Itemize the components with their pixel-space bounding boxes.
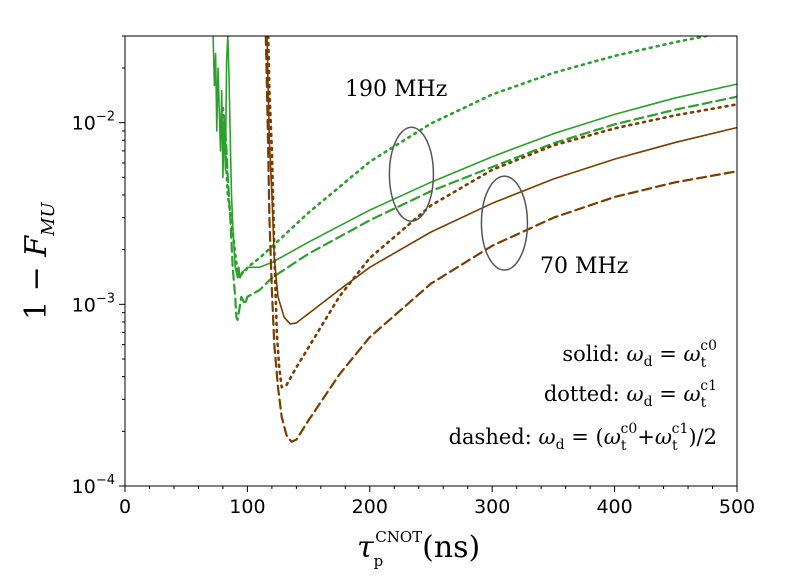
series-layer [212, 36, 737, 443]
y-tick-label: 10−4 [72, 473, 115, 498]
x-tick-label: 300 [474, 496, 510, 518]
x-tick-label: 0 [119, 496, 131, 518]
legend-dashed: dashed: ωd = (ωtc0+ωtc1)/2 [449, 421, 717, 454]
series-green-dotted [221, 36, 708, 280]
x-tick-label: 100 [229, 496, 265, 518]
x-tick-label: 500 [719, 496, 755, 518]
series-green-dashed [224, 95, 737, 322]
ellipse-190mhz [388, 126, 435, 223]
ellipse-70mhz [480, 175, 529, 271]
annotation-190mhz: 190 MHz [345, 77, 447, 102]
legend-solid: solid: ωd = ωtc0 [562, 338, 717, 371]
x-tick-label: 400 [596, 496, 632, 518]
y-tick-label: 10−3 [72, 291, 115, 316]
y-tick-label: 10−2 [72, 110, 115, 135]
series-brown-solid [266, 36, 737, 325]
x-axis-title: τpCNOT(ns) [357, 528, 480, 570]
ticks-layer: 0 100 200 300 400 500 10−4 10−3 10−2 [72, 35, 755, 518]
legend-dotted: dotted: ωd = ωtc1 [544, 378, 717, 411]
series-green-solid [212, 36, 737, 279]
plot-frame [124, 35, 738, 487]
ellipse-layer [388, 126, 529, 271]
annotation-70mhz: 70 MHz [540, 254, 628, 279]
x-tick-label: 200 [352, 496, 388, 518]
series-brown-dotted [266, 36, 737, 389]
series-brown-dashed [264, 36, 737, 443]
y-axis-title: 1 − FMU [19, 201, 59, 320]
